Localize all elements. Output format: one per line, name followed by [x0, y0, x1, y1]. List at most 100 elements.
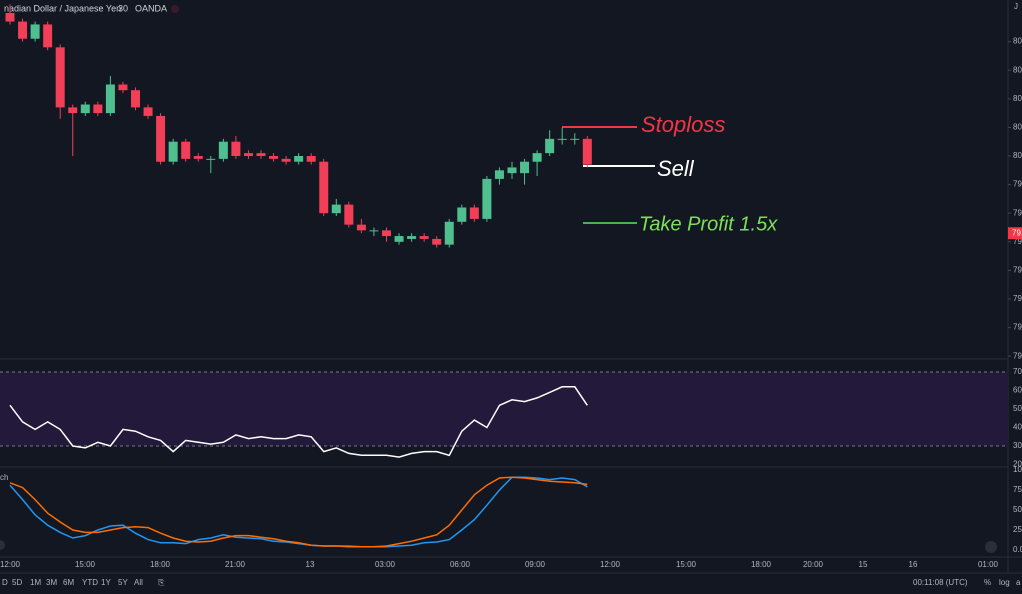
range-button[interactable]: 5D	[12, 578, 22, 587]
range-button[interactable]: D	[2, 578, 8, 587]
range-button[interactable]: 6M	[63, 578, 74, 587]
candle-body	[356, 224, 366, 231]
candle-body	[545, 138, 555, 154]
percent-toggle[interactable]: %	[984, 578, 991, 587]
candle-body	[80, 104, 90, 114]
price-tick-label: 79.	[1013, 208, 1022, 217]
candle-body	[457, 207, 467, 222]
stoch-k-line	[9, 476, 588, 548]
time-label: 18:00	[150, 560, 171, 569]
stoch-label: ch	[0, 473, 8, 482]
candle-body	[156, 115, 166, 162]
candle-body	[105, 84, 115, 114]
stoch-tick-label: 75.	[1013, 485, 1022, 494]
rsi-tick-label: 60	[1013, 386, 1022, 395]
price-tick-label: 80.	[1013, 123, 1022, 132]
log-toggle[interactable]: log	[999, 578, 1010, 587]
price-tick-label: 80.	[1013, 65, 1022, 74]
last-price-label: 79.	[1012, 228, 1022, 237]
candle-body	[306, 156, 316, 162]
candle-body	[43, 24, 53, 48]
candle-body	[193, 156, 203, 159]
time-label: 20:00	[803, 560, 824, 569]
rsi-line	[9, 386, 588, 458]
candle-body	[218, 141, 228, 159]
price-tick-label: 79.	[1013, 323, 1022, 332]
candle-body	[131, 90, 140, 108]
range-button[interactable]: 5Y	[118, 578, 128, 587]
price-tick-label: 79.	[1013, 351, 1022, 360]
corner: J	[1014, 2, 1018, 11]
time-label: 03:00	[375, 560, 396, 569]
time-label: 15:00	[676, 560, 697, 569]
range-button[interactable]: 3M	[46, 578, 57, 587]
time-label: 06:00	[450, 560, 471, 569]
candle-body	[243, 153, 253, 156]
symbol: nadian Dollar / Japanese Yen	[4, 3, 121, 13]
time-label: 16	[909, 560, 918, 569]
rsi-tick-label: 30	[1013, 441, 1022, 450]
candle-body	[55, 47, 65, 108]
rsi-tick-label: 40	[1013, 423, 1022, 432]
candle-body	[482, 178, 492, 219]
price-tick-label: 79.	[1013, 237, 1022, 246]
candle-body	[319, 161, 329, 214]
candle-body	[570, 138, 580, 140]
range-button[interactable]: 1M	[30, 578, 41, 587]
scroll-button[interactable]	[0, 540, 5, 550]
candle-body	[469, 207, 479, 219]
candle-body	[206, 158, 216, 160]
sell-label: Sell	[657, 156, 695, 181]
rsi-band	[0, 372, 1008, 446]
stoch-tick-label: 0.0	[1013, 545, 1022, 554]
auto-toggle[interactable]: a	[1016, 578, 1021, 587]
candle-body	[18, 21, 28, 39]
price-tick-label: 80.	[1013, 37, 1022, 46]
stoch-d-line	[9, 476, 588, 548]
candle-body	[181, 141, 191, 159]
time-label: 21:00	[225, 560, 246, 569]
time-label: 13	[306, 560, 315, 569]
price-tick-label: 80.	[1013, 94, 1022, 103]
time-label: 15:00	[75, 560, 96, 569]
candle-body	[68, 107, 78, 114]
candle-body	[432, 238, 442, 245]
stoch-tick-label: 50.	[1013, 505, 1022, 514]
price-tick-label: 79.	[1013, 180, 1022, 189]
candle-body	[231, 141, 241, 156]
rsi-tick-label: 50	[1013, 404, 1022, 413]
stoch-tick-label: 100	[1013, 465, 1022, 474]
interval: 30	[118, 3, 128, 13]
candle-body	[419, 236, 429, 239]
candle-body	[520, 161, 530, 174]
take-profit-label: Take Profit 1.5x	[639, 213, 778, 235]
candle-body	[407, 236, 417, 239]
range-button[interactable]: 1Y	[101, 578, 111, 587]
rsi-tick-label: 20	[1013, 460, 1022, 469]
clock: 00:11:08 (UTC)	[913, 578, 968, 587]
candle-body	[269, 156, 279, 159]
candle-body	[168, 141, 178, 162]
compare-icon[interactable]: ⎘	[158, 578, 165, 587]
time-label: 01:00	[978, 560, 999, 569]
scroll-button[interactable]	[985, 541, 997, 553]
candle-body	[331, 204, 341, 214]
range-button[interactable]: All	[134, 578, 143, 587]
range-button[interactable]: YTD	[82, 578, 98, 587]
time-label: 12:00	[0, 560, 21, 569]
candle-body	[557, 138, 567, 140]
candle-body	[30, 24, 40, 39]
candle-body	[494, 170, 504, 179]
time-label: 09:00	[525, 560, 546, 569]
stoploss-label: Stoploss	[641, 112, 725, 137]
candle-body	[369, 230, 379, 232]
candle-body	[394, 236, 404, 242]
candle-body	[507, 167, 517, 174]
candle-body	[118, 84, 128, 91]
time-label: 12:00	[600, 560, 621, 569]
candle-body	[344, 204, 354, 225]
candle-body	[143, 107, 153, 116]
rsi-tick-label: 70	[1013, 367, 1022, 376]
